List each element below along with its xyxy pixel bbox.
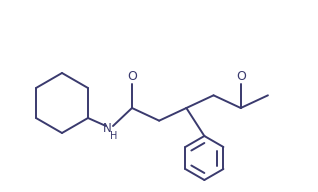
Text: H: H [110, 131, 117, 141]
Text: O: O [236, 70, 246, 84]
Text: N: N [103, 122, 111, 135]
Text: O: O [127, 70, 137, 84]
